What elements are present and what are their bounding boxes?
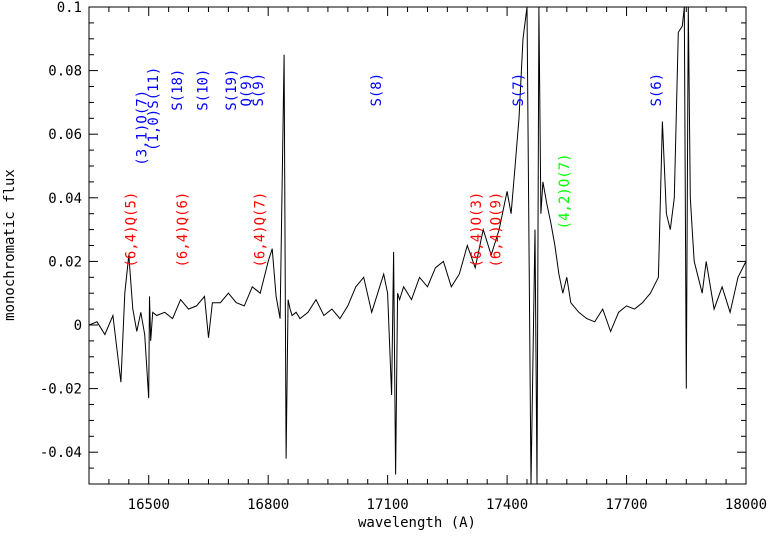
x-tick-label: 18000 — [725, 497, 767, 513]
line-id-label: S(10) — [195, 69, 211, 111]
y-tick-label: 0.02 — [48, 254, 82, 270]
y-tick-label: -0.02 — [40, 382, 82, 398]
x-tick-labels: 16500 16800 17100 17400 17700 18000 — [128, 497, 767, 513]
x-tick-label: 16800 — [247, 497, 289, 513]
y-tick-labels: -0.04 -0.02 0 0.02 0.04 0.06 0.08 0.1 — [40, 0, 82, 461]
y-tick-label: 0.08 — [48, 64, 82, 80]
line-identifications: (6,4)Q(5) (3,1)O(7)(1,0)S(11) S(18) (6,4)Q(… — [124, 67, 666, 268]
y-tick-label: 0.04 — [48, 191, 82, 207]
line-id-label: (6,4)Q(7) — [253, 192, 269, 268]
line-id-label: (6,4)Q(6) — [175, 192, 191, 268]
line-id-label: S(7) — [511, 73, 527, 107]
x-tick-label: 16500 — [128, 497, 170, 513]
series-layer — [89, 7, 746, 484]
line-id-label: S(6) — [649, 73, 665, 107]
x-tick-label: 17100 — [367, 497, 409, 513]
line-id-label: S(18) — [170, 69, 186, 111]
y-tick-label: 0.06 — [48, 127, 82, 143]
line-id-label: Q(9) — [239, 73, 255, 107]
line-id-label: (6,4)Q(5) — [124, 192, 140, 268]
y-tick-label: 0 — [74, 318, 82, 334]
x-axis-title: wavelength (A) — [358, 515, 476, 531]
line-id-label: S(19) — [224, 69, 240, 111]
y-tick-label: -0.04 — [40, 445, 82, 461]
line-id-label: (6,4)O(3) — [469, 192, 485, 268]
line-id-label: S(9) — [251, 73, 267, 107]
line-id-label: (4,2)O(7) — [557, 153, 573, 229]
y-tick-label: 0.1 — [57, 0, 82, 16]
line-id-label: (3,1)O(7) — [135, 90, 151, 166]
spectrum-line — [89, 7, 746, 484]
x-tick-label: 17700 — [605, 497, 647, 513]
line-id-label: (6,4)Q(9) — [488, 192, 504, 268]
y-axis-title: monochromatic flux — [2, 169, 18, 321]
tick-marks — [88, 6, 747, 485]
x-tick-label: 17400 — [486, 497, 528, 513]
line-id-label: S(8) — [369, 73, 385, 107]
line-id-label: (1,0)S(11) — [146, 67, 162, 151]
